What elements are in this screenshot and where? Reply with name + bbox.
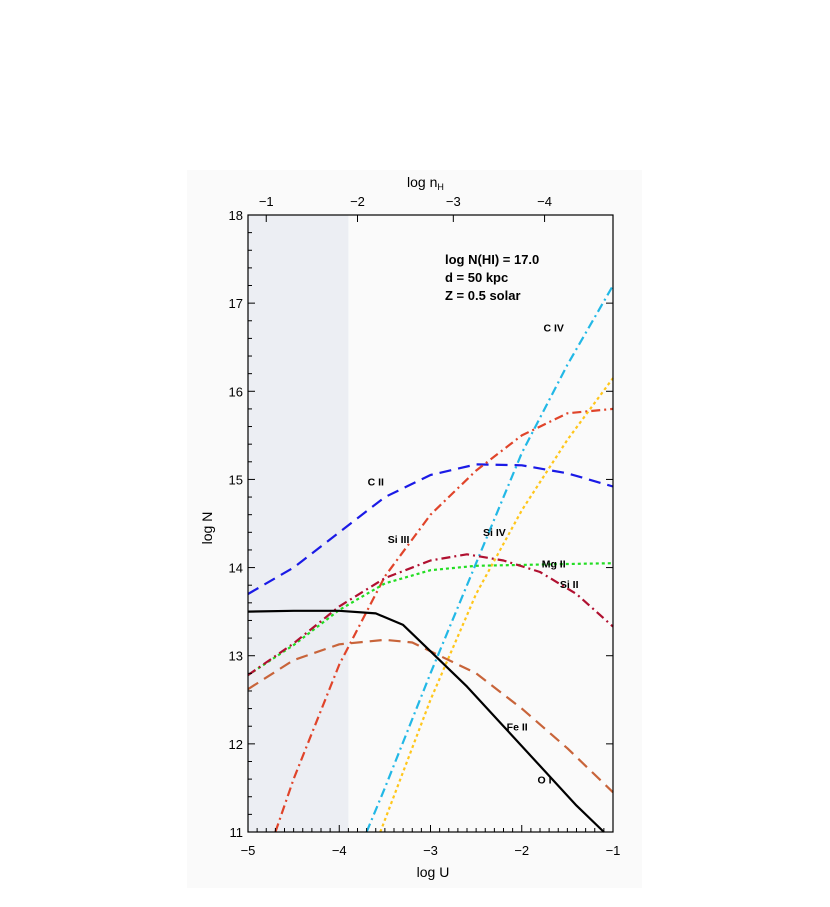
series-layer: [247, 284, 614, 833]
x-tick-label: −2: [514, 843, 529, 858]
x-tick-label: −4: [332, 843, 347, 858]
y-tick-label: 16: [229, 384, 243, 399]
y-axis-title: log N: [199, 512, 215, 545]
series-line-c-ii: [247, 463, 614, 595]
labels-layer: C II C IV Si III Si IV Mg II Si II Fe II O I: [368, 322, 579, 786]
ticks-layer: −5 −4 −3 −2 −1 11 12 13 14 15 16 17 18 −1 −2 −3 −4: [229, 194, 621, 858]
series-label-si-ii: Si II: [560, 579, 579, 591]
y-tick-label: 15: [229, 472, 243, 487]
series-label-o-i: O I: [538, 775, 552, 787]
annotation-line-2: d = 50 kpc: [445, 270, 508, 285]
annotation-line-1: log N(HI) = 17.0: [445, 252, 539, 267]
y-tick-label: 13: [229, 649, 243, 664]
y-tick-label: 18: [229, 208, 243, 223]
top-tick-label: −1: [259, 194, 274, 209]
series-line-si-iv: [379, 377, 614, 833]
series-label-mg-ii: Mg II: [542, 559, 566, 571]
series-line-o-i: [247, 609, 605, 833]
shaded-region: [248, 215, 349, 832]
series-label-si-iv: Si IV: [483, 527, 506, 539]
y-tick-label: 12: [229, 737, 243, 752]
series-line-c-iv: [365, 284, 614, 833]
series-label-si-iii: Si III: [388, 534, 410, 546]
x-tick-label: −5: [241, 843, 256, 858]
x-tick-label: −1: [606, 843, 621, 858]
y-tick-label: 14: [229, 561, 243, 576]
top-tick-label: −3: [446, 194, 461, 209]
series-label-c-iv: C IV: [543, 322, 563, 334]
top-axis-title: log nH: [407, 174, 444, 192]
series-line-si-iii: [274, 407, 614, 833]
x-tick-label: −3: [423, 843, 438, 858]
top-tick-label: −4: [537, 194, 552, 209]
y-tick-label: 11: [230, 825, 244, 840]
y-tick-label: 17: [229, 296, 243, 311]
series-label-fe-ii: Fe II: [507, 722, 528, 734]
top-tick-label: −2: [350, 194, 365, 209]
x-axis-title: log U: [417, 864, 450, 880]
top-axis-title-subscript: H: [437, 182, 444, 192]
series-line-mg-ii: [247, 562, 614, 677]
series-label-c-ii: C II: [368, 477, 384, 489]
annotation-line-3: Z = 0.5 solar: [445, 288, 521, 303]
series-line-si-ii: [247, 553, 614, 677]
series-line-fe-ii: [247, 638, 614, 794]
